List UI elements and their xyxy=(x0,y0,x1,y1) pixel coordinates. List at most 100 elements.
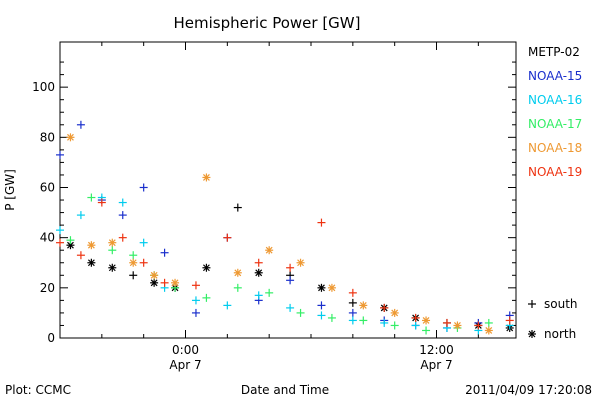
data-point xyxy=(150,271,159,280)
data-point xyxy=(118,211,127,220)
y-axis-label: P [GW] xyxy=(3,169,17,211)
data-point xyxy=(422,326,431,335)
marker-legend: south north xyxy=(528,297,578,341)
data-point xyxy=(317,283,326,292)
data-point xyxy=(66,236,75,245)
data-point xyxy=(296,258,305,267)
timestamp: 2011/04/09 17:20:08 xyxy=(465,383,592,397)
marker-legend-label: north xyxy=(544,327,576,341)
data-point xyxy=(129,251,138,260)
data-point xyxy=(254,291,263,300)
data-point xyxy=(422,316,431,325)
data-point xyxy=(453,321,462,330)
data-point xyxy=(76,251,85,260)
data-point xyxy=(191,308,200,317)
legend-entry: NOAA-16 xyxy=(528,93,582,107)
x-tick-time-label: 0:00 xyxy=(172,343,199,357)
x-tick-date-label: Apr 7 xyxy=(420,358,452,372)
data-point xyxy=(87,241,96,250)
data-point xyxy=(359,301,368,310)
series-noaa-19 xyxy=(56,198,514,330)
data-point xyxy=(411,313,420,322)
legend-entry: NOAA-15 xyxy=(528,69,582,83)
data-point xyxy=(108,238,117,247)
y-tick-label: 20 xyxy=(40,281,55,295)
marker-legend-label: south xyxy=(544,297,578,311)
data-point xyxy=(118,198,127,207)
data-point xyxy=(97,198,106,207)
data-point xyxy=(56,150,64,159)
data-point xyxy=(348,308,357,317)
data-point xyxy=(317,311,326,320)
legend-entry: NOAA-19 xyxy=(528,165,582,179)
data-point xyxy=(56,226,64,235)
series-noaa-16 xyxy=(56,193,514,335)
legend-entry: METP-02 xyxy=(528,45,580,59)
legend: METP-02 NOAA-15 NOAA-16 NOAA-17 NOAA-18 NOAA-… xyxy=(528,45,582,179)
data-point xyxy=(348,288,357,297)
data-point xyxy=(129,258,138,267)
chart-title: Hemispheric Power [GW] xyxy=(174,14,361,32)
data-point xyxy=(359,316,368,325)
x-axis-label: Date and Time xyxy=(241,383,329,397)
data-point xyxy=(108,246,117,255)
data-point xyxy=(484,326,493,335)
series-noaa-17 xyxy=(66,193,493,335)
data-point xyxy=(484,318,493,327)
data-point xyxy=(411,321,420,330)
data-point xyxy=(150,278,159,287)
data-point xyxy=(160,278,169,287)
y-tick-label: 40 xyxy=(40,231,55,245)
data-point xyxy=(233,283,242,292)
data-point xyxy=(317,301,326,310)
data-point xyxy=(348,316,357,325)
plot-credit: Plot: CCMC xyxy=(5,383,71,397)
data-point xyxy=(129,271,138,280)
data-point xyxy=(191,296,200,305)
data-point xyxy=(76,120,85,129)
data-point xyxy=(139,258,148,267)
data-point xyxy=(254,268,263,277)
data-point xyxy=(233,268,242,277)
data-point xyxy=(233,203,242,212)
data-point xyxy=(286,276,295,285)
y-tick-label: 0 xyxy=(47,331,55,345)
series-noaa-18 xyxy=(66,133,493,335)
data-point xyxy=(286,303,295,312)
data-point xyxy=(474,321,483,330)
data-point xyxy=(66,133,75,142)
data-point xyxy=(327,313,336,322)
data-points xyxy=(56,120,514,335)
legend-entry: NOAA-18 xyxy=(528,141,582,155)
y-tick-label: 80 xyxy=(40,130,55,144)
y-tick-label: 60 xyxy=(40,180,55,194)
legend-entry: NOAA-17 xyxy=(528,117,582,131)
data-point xyxy=(191,281,200,290)
data-point xyxy=(380,303,389,312)
y-tick-label: 100 xyxy=(32,80,55,94)
data-point xyxy=(202,293,211,302)
data-point xyxy=(139,238,148,247)
data-point xyxy=(223,301,232,310)
plot-frame xyxy=(59,41,517,339)
data-point xyxy=(108,263,117,272)
data-point xyxy=(380,318,389,327)
marker-legend-symbol xyxy=(528,330,536,338)
data-point xyxy=(139,183,148,192)
series-noaa-15 xyxy=(56,120,514,332)
data-point xyxy=(160,248,169,257)
data-point xyxy=(505,316,514,325)
data-point xyxy=(56,238,64,247)
y-axis: 0 20 40 60 80 100 xyxy=(32,61,516,345)
x-tick-time-label: 12:00 xyxy=(419,343,454,357)
data-point xyxy=(317,218,326,227)
data-point xyxy=(390,308,399,317)
data-point xyxy=(171,278,180,287)
data-point xyxy=(296,308,305,317)
data-point xyxy=(254,258,263,267)
data-point xyxy=(202,173,211,182)
data-point xyxy=(265,246,274,255)
data-point xyxy=(76,211,85,220)
